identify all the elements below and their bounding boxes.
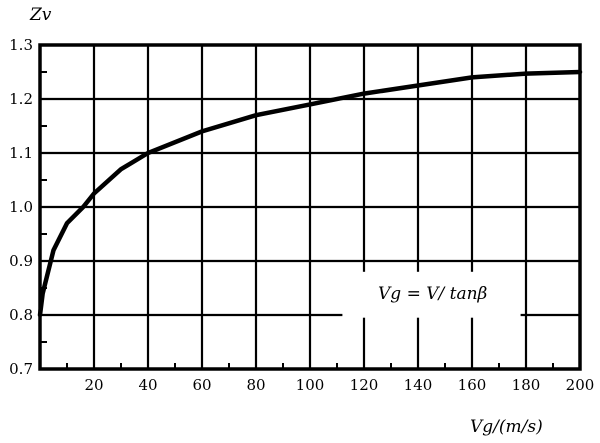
x-tick-label: 40 [138, 376, 157, 394]
x-tick-label: 180 [512, 376, 541, 394]
y-tick-label: 0.7 [9, 360, 33, 378]
x-tick-label: 80 [246, 376, 265, 394]
x-tick-label: 60 [192, 376, 211, 394]
y-tick-label: 1.3 [9, 36, 33, 54]
x-tick-label: 20 [84, 376, 103, 394]
y-tick-labels: 0.7 0.8 0.9 1.0 1.1 1.2 1.3 [9, 36, 33, 378]
grid [38, 43, 582, 371]
y-tick-label: 1.2 [9, 90, 33, 108]
series-line [37, 69, 583, 318]
y-tick-label: 1.1 [9, 144, 33, 162]
annotation-box [342, 271, 521, 318]
x-tick-labels: 20 40 60 80 100 120 140 160 180 200 [84, 376, 594, 394]
x-axis-label: Vg/(m/s) [470, 417, 543, 437]
x-tick-label: 200 [566, 376, 595, 394]
y-tick-label: 1.0 [9, 198, 33, 216]
x-tick-label: 160 [458, 376, 487, 394]
annotation: Vg = V/ tanβ [378, 284, 488, 304]
x-tick-label: 120 [350, 376, 379, 394]
x-tick-label: 100 [296, 376, 325, 394]
y-tick-label: 0.9 [9, 252, 33, 270]
y-axis-label: Zv [29, 5, 52, 25]
plot-frame [38, 43, 582, 371]
y-tick-label: 0.8 [9, 306, 33, 324]
x-tick-label: 140 [404, 376, 433, 394]
